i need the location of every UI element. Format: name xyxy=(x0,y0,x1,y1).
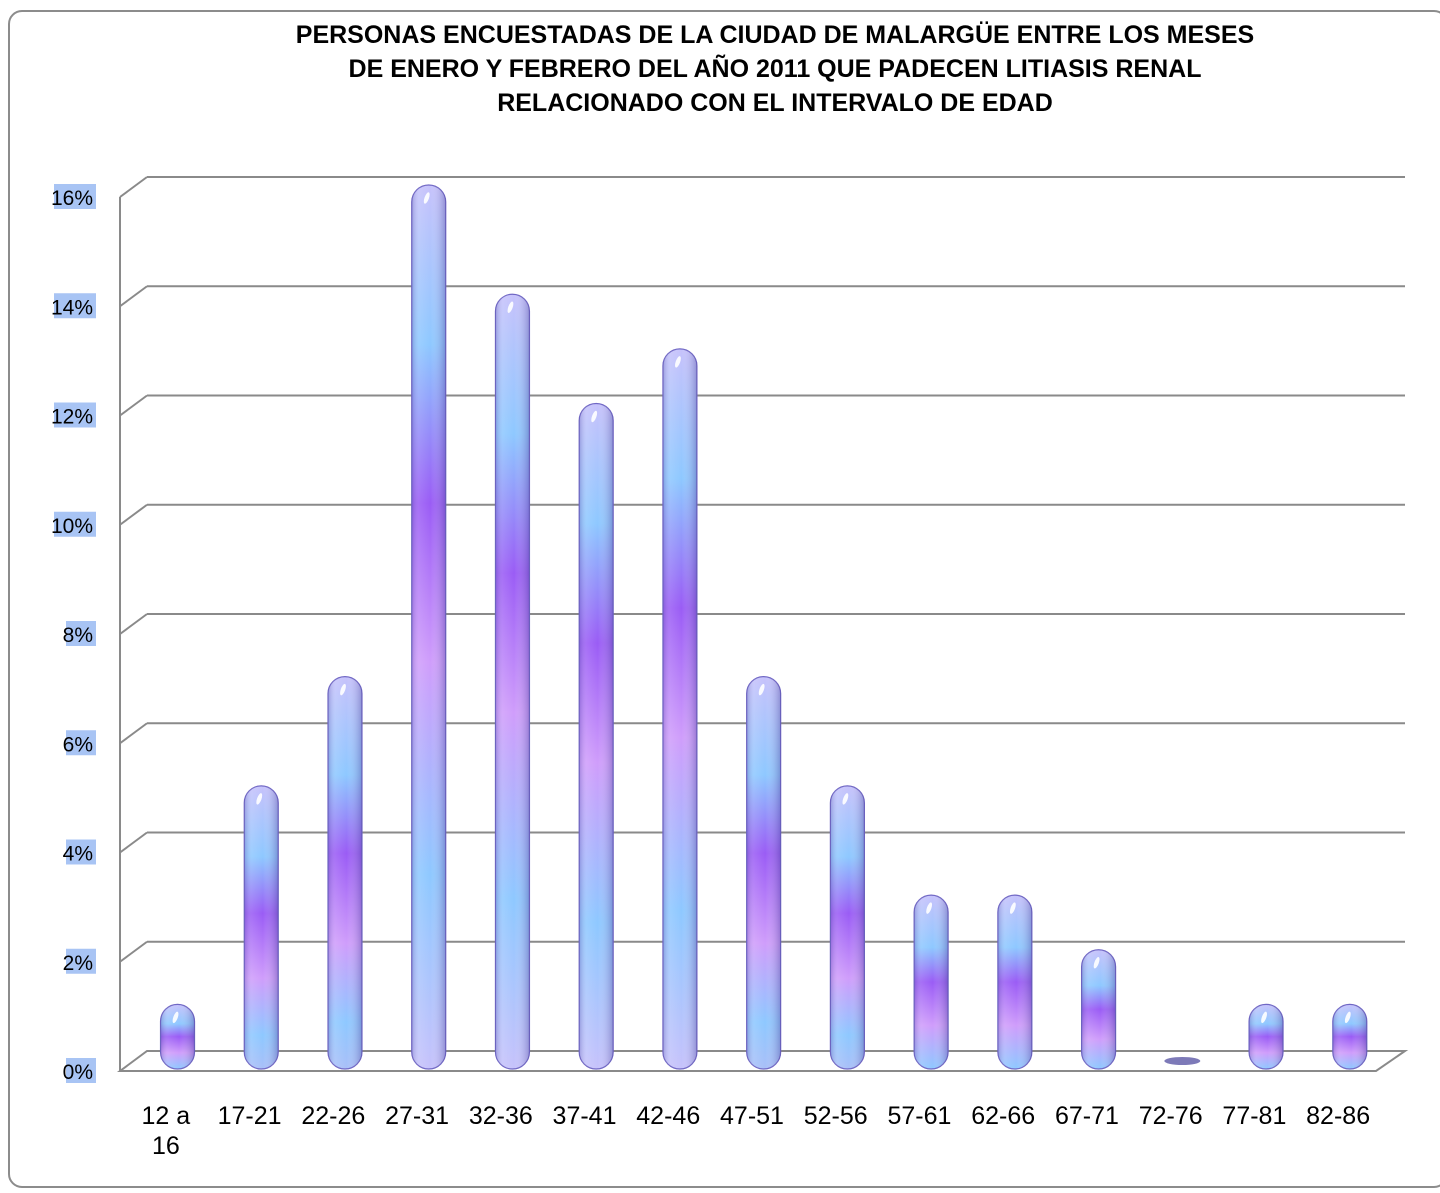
x-tick-label: 32-36 xyxy=(469,1102,533,1130)
x-tick-label: 57-61 xyxy=(887,1102,951,1130)
bar xyxy=(662,348,698,1070)
x-tick-label: 82-86 xyxy=(1306,1102,1370,1130)
gridline-side xyxy=(119,613,148,635)
y-tick: 16% xyxy=(51,184,96,210)
y-tick: 0% xyxy=(63,1058,96,1084)
bar-empty-base xyxy=(1164,1057,1201,1065)
bar-glint xyxy=(1261,1011,1267,1024)
y-tick-highlight xyxy=(54,402,96,428)
bar-shading xyxy=(1249,1004,1284,1069)
gridline-side xyxy=(119,176,148,198)
x-tick-label: 37-41 xyxy=(553,1102,617,1130)
bar-shading xyxy=(327,676,362,1069)
bar-glint xyxy=(926,902,933,914)
y-tick-highlight xyxy=(54,511,96,537)
y-tick-label: 16% xyxy=(51,187,93,210)
x-tick-label: 17-21 xyxy=(218,1102,282,1130)
bar-shading xyxy=(495,294,530,1069)
bar-glint xyxy=(340,683,346,696)
bar xyxy=(829,785,865,1070)
bar-shading xyxy=(1081,949,1116,1069)
y-tick-label: 2% xyxy=(63,952,93,975)
bar-glint xyxy=(591,410,598,423)
bar-shading xyxy=(830,785,865,1069)
x-tick-label: 47-51 xyxy=(720,1102,784,1130)
gridline-side xyxy=(119,831,148,854)
gridline-side xyxy=(119,940,148,963)
bar xyxy=(578,402,614,1070)
y-tick: 10% xyxy=(51,511,96,538)
chart-frame xyxy=(8,10,1440,1188)
y-tick-label: 14% xyxy=(51,296,93,319)
y-tick-highlight xyxy=(54,184,96,209)
y-tick-label: 12% xyxy=(51,406,93,429)
chart-title: PERSONAS ENCUESTADAS DE LA CIUDAD DE MAL… xyxy=(295,21,1255,117)
x-tick-label: 12 a 16 xyxy=(142,1102,191,1160)
y-tick: 4% xyxy=(63,839,96,866)
bar-glint xyxy=(1093,957,1100,969)
y-tick: 2% xyxy=(63,948,96,975)
y-tick-label: 6% xyxy=(63,733,93,756)
bar-glint xyxy=(842,793,849,805)
bar-shading xyxy=(244,785,279,1069)
x-tick-label: 72-76 xyxy=(1139,1102,1203,1130)
chart-floor xyxy=(116,1050,1409,1072)
bar-glint xyxy=(1009,902,1016,914)
bar xyxy=(913,894,949,1070)
bar-glint xyxy=(423,192,430,204)
bar xyxy=(746,676,782,1070)
gridline-side xyxy=(119,394,148,417)
x-tick-label: 77-81 xyxy=(1222,1102,1286,1130)
bar xyxy=(1332,1003,1368,1070)
bar-glint xyxy=(256,793,263,805)
bar-shading xyxy=(411,185,446,1069)
y-tick-highlight xyxy=(66,1058,96,1083)
gridline-side xyxy=(119,722,148,745)
y-tick-highlight xyxy=(66,730,96,756)
y-tick-highlight xyxy=(66,839,96,865)
bar-shading xyxy=(579,403,614,1069)
bar xyxy=(411,184,447,1070)
bar-shading xyxy=(914,895,949,1069)
x-tick-label: 27-31 xyxy=(385,1102,449,1130)
bar-glint xyxy=(507,301,514,313)
y-tick-highlight xyxy=(54,293,96,319)
bar xyxy=(997,894,1033,1070)
y-tick-label: 10% xyxy=(51,515,93,538)
y-tick: 6% xyxy=(63,730,96,756)
gridline-side xyxy=(119,285,148,308)
y-tick-label: 8% xyxy=(63,624,93,647)
bar xyxy=(327,676,363,1070)
bar-shading xyxy=(160,1004,195,1069)
bar-shading xyxy=(662,348,697,1069)
y-tick-highlight xyxy=(66,621,96,646)
bar-shading xyxy=(997,895,1032,1069)
y-tick: 12% xyxy=(51,402,96,429)
y-tick: 8% xyxy=(63,621,96,647)
bar xyxy=(494,293,531,1070)
y-tick-label: 4% xyxy=(63,843,93,866)
bar-glint xyxy=(758,683,765,696)
y-tick-highlight xyxy=(66,948,96,974)
x-tick-label: 62-66 xyxy=(971,1102,1035,1130)
bar-shading xyxy=(746,676,781,1069)
bar xyxy=(243,785,279,1070)
x-tick-label: 67-71 xyxy=(1055,1102,1119,1130)
y-tick-label: 0% xyxy=(63,1061,93,1084)
bar-glint xyxy=(675,356,681,368)
bar xyxy=(1248,1003,1284,1070)
x-tick-label: 22-26 xyxy=(301,1102,365,1130)
y-tick: 14% xyxy=(51,293,96,319)
bar-shading xyxy=(1332,1004,1367,1069)
x-tick-label: 42-46 xyxy=(636,1102,700,1130)
x-tick-label: 52-56 xyxy=(804,1102,868,1130)
bar xyxy=(159,1003,196,1070)
bar xyxy=(1164,1057,1201,1065)
gridline-side xyxy=(119,503,148,526)
bar-glint xyxy=(172,1011,179,1024)
bar-glint xyxy=(1344,1011,1351,1024)
bar xyxy=(1080,949,1117,1070)
